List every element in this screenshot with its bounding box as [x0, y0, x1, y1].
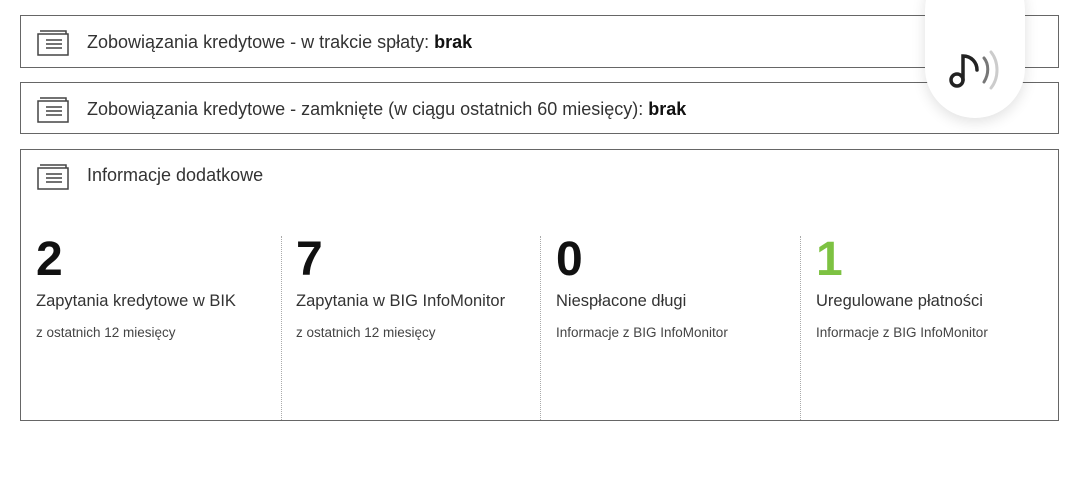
section-title: Zobowiązania kredytowe - w trakcie spłat…	[87, 32, 473, 52]
stat-value: 1	[816, 233, 843, 286]
section-value: brak	[648, 99, 687, 119]
stat-label: Niespłacone długi	[556, 292, 687, 310]
stat-unpaid-debts: 0 Niespłacone długi Informacje z BIG Inf…	[556, 233, 806, 341]
audio-floating-button[interactable]	[925, 0, 1025, 118]
stat-sub: Informacje z BIG InfoMonitor	[556, 325, 728, 340]
stat-value: 2	[36, 233, 63, 286]
stat-bik-inquiries: 2 Zapytania kredytowe w BIK z ostatnich …	[36, 233, 286, 341]
section-closed-credits[interactable]: Zobowiązania kredytowe - zamknięte (w ci…	[20, 82, 1059, 134]
section-value: brak	[434, 32, 473, 52]
divider	[281, 236, 282, 420]
document-list-icon	[37, 164, 69, 190]
stat-sub: Informacje z BIG InfoMonitor	[816, 325, 988, 340]
stat-value: 7	[296, 233, 323, 286]
section-additional-info: Informacje dodatkowe 2 Zapytania kredyto…	[20, 149, 1059, 421]
document-list-icon	[37, 97, 69, 123]
section-active-credits[interactable]: Zobowiązania kredytowe - w trakcie spłat…	[20, 15, 1059, 68]
divider	[540, 236, 541, 420]
stat-value: 0	[556, 233, 583, 286]
stat-big-inquiries: 7 Zapytania w BIG InfoMonitor z ostatnic…	[296, 233, 546, 341]
stat-sub: z ostatnich 12 miesięcy	[296, 325, 436, 340]
section-title: Informacje dodatkowe	[87, 165, 264, 185]
stat-sub: z ostatnich 12 miesięcy	[36, 325, 176, 340]
document-list-icon	[37, 30, 69, 56]
section-title: Zobowiązania kredytowe - zamknięte (w ci…	[87, 99, 687, 119]
stat-label: Uregulowane płatności	[816, 292, 983, 310]
stat-label: Zapytania w BIG InfoMonitor	[296, 292, 506, 310]
music-note-sound-icon	[949, 50, 999, 90]
divider	[800, 236, 801, 420]
stat-label: Zapytania kredytowe w BIK	[36, 292, 236, 310]
stat-settled-payments: 1 Uregulowane płatności Informacje z BIG…	[816, 233, 1066, 341]
